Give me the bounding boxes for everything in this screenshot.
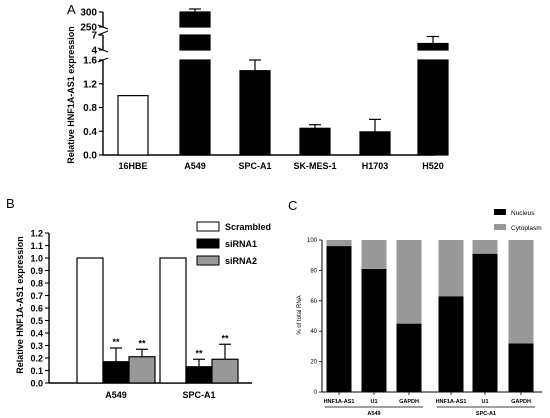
y-tick-label-c: 80 — [310, 268, 317, 274]
y-axis-label-b: Relative HNF1A-AS1 expression — [15, 236, 25, 374]
panel-c-chart: C 0 20 40 60 80 100 % of total RNA HNF1A-AS1 U1 GA… — [288, 198, 542, 417]
bar-c-cytoplasm-2 — [396, 240, 422, 324]
category-label-a: H520 — [422, 161, 444, 171]
bar-c-nucleus-0 — [326, 246, 352, 392]
y-tick-label-b: 0.8 — [30, 278, 43, 288]
legend-label-b: siRNA1 — [225, 239, 257, 249]
bar-c-nucleus-1 — [361, 268, 387, 392]
bar-c-cytoplasm-0 — [326, 240, 352, 247]
y-tick-label-b: 0.7 — [30, 291, 43, 301]
category-label-c: GAPDH — [399, 399, 419, 405]
y-tick-label-c: 100 — [307, 238, 318, 244]
bar-c-nucleus-2 — [396, 323, 422, 392]
significance-marker: ** — [138, 338, 146, 348]
panel-letter-c: C — [288, 198, 297, 213]
bar-a-2 — [239, 70, 271, 156]
category-label-b: SPC-A1 — [182, 390, 215, 400]
y-tick-label-c: 40 — [310, 329, 317, 335]
y-tick-label-a: 7 — [91, 31, 97, 42]
y-tick-label-b: 1.0 — [30, 253, 43, 263]
bar-c-cytoplasm-5 — [508, 240, 534, 344]
category-label-c: GAPDH — [511, 399, 531, 405]
bar-a-1-high — [179, 11, 211, 28]
y-tick-label-b: 0.2 — [30, 353, 43, 363]
y-tick-label-b: 0.9 — [30, 266, 43, 276]
bar-c-cytoplasm-1 — [361, 240, 387, 269]
bar-a-4 — [359, 131, 391, 156]
bar-b-sirna2-1 — [211, 358, 239, 384]
y-axis-label-a: Relative HNF1A-AS1 expression — [66, 26, 76, 164]
y-tick-label-a: 1.2 — [83, 79, 97, 90]
bar-a-5-mid — [417, 42, 449, 51]
y-tick-label-b: 0.0 — [30, 378, 43, 388]
y-tick-label-a: 0.0 — [83, 151, 97, 162]
axis-break-mark-3 — [97, 30, 109, 36]
category-label-c: U1 — [481, 399, 488, 405]
y-tick-label-b: 1.1 — [30, 241, 43, 251]
group-label-c: A549 — [367, 411, 380, 417]
legend-c: Nucleus Cytoplasm — [494, 209, 542, 232]
panel-b-chart: B 0.0 0.1 0.2 0.3 0.4 0.5 0.6 0.7 0.8 0.9 1.0 1.1 1.2… — [6, 196, 271, 400]
category-label-a: 16HBE — [118, 161, 147, 171]
y-tick-label-c: 0 — [314, 390, 318, 396]
legend-label-c: Nucleus — [511, 210, 535, 217]
y-tick-label-a: 4 — [91, 46, 97, 57]
legend-swatch-c — [494, 209, 506, 215]
bar-a-0 — [117, 95, 149, 156]
bar-b-sirna1-0 — [102, 361, 130, 384]
y-tick-label-b: 0.1 — [30, 366, 43, 376]
category-label-c: HNF1A-AS1 — [324, 399, 355, 405]
category-label-a: H1703 — [362, 161, 389, 171]
y-tick-label-b: 0.5 — [30, 316, 43, 326]
bar-a-5-low — [417, 59, 449, 156]
y-tick-label-c: 20 — [310, 360, 317, 366]
y-tick-label-b: 0.4 — [30, 328, 43, 338]
category-label-a: SPC-A1 — [238, 161, 271, 171]
bar-a-3 — [299, 127, 331, 156]
legend-label-c: Cytoplasm — [511, 225, 542, 232]
significance-marker: ** — [195, 348, 203, 358]
y-axis-label-c: % of total RNA — [297, 295, 303, 334]
group-label-c: SPC-A1 — [476, 411, 496, 417]
y-tick-label-a: 0.4 — [83, 127, 97, 138]
bar-c-cytoplasm-3 — [438, 240, 464, 297]
y-tick-label-a: 1.6 — [83, 56, 97, 67]
legend-swatch-b — [196, 221, 220, 232]
y-tick-label-c: 60 — [310, 299, 317, 305]
legend-label-b: siRNA2 — [225, 256, 257, 266]
bar-c-nucleus-4 — [472, 253, 498, 392]
y-tick-label-a: 300 — [80, 8, 97, 19]
bar-a-1-low — [179, 59, 211, 156]
category-label-c: U1 — [370, 399, 377, 405]
y-tick-label-a: 250 — [80, 23, 97, 34]
category-label-a: A549 — [184, 161, 206, 171]
y-tick-label-b: 1.2 — [30, 228, 43, 238]
bar-b-scrambled-1 — [159, 257, 187, 384]
bar-b-sirna1-1 — [185, 366, 213, 384]
legend-b: Scrambled siRNA1 siRNA2 — [196, 221, 271, 266]
bar-c-cytoplasm-4 — [472, 240, 498, 254]
legend-swatch-c — [494, 224, 506, 230]
panel-letter-b: B — [6, 196, 15, 211]
bar-b-scrambled-0 — [76, 257, 104, 384]
panel-letter-a: A — [67, 2, 76, 17]
y-tick-label-b: 0.6 — [30, 303, 43, 313]
category-label-c: HNF1A-AS1 — [436, 399, 467, 405]
significance-marker: ** — [221, 333, 229, 343]
significance-marker: ** — [112, 337, 120, 347]
bar-a-1-mid — [179, 34, 211, 51]
category-label-b: A549 — [105, 390, 127, 400]
y-tick-label-b: 0.3 — [30, 341, 43, 351]
y-tick-label-a: 0.8 — [83, 103, 97, 114]
bar-c-nucleus-5 — [508, 343, 534, 392]
category-label-a: SK-MES-1 — [293, 161, 336, 171]
legend-label-b: Scrambled — [225, 222, 271, 232]
legend-swatch-b — [196, 238, 220, 249]
bar-c-nucleus-3 — [438, 296, 464, 392]
bar-b-sirna2-0 — [128, 356, 156, 384]
legend-swatch-b — [196, 255, 220, 266]
